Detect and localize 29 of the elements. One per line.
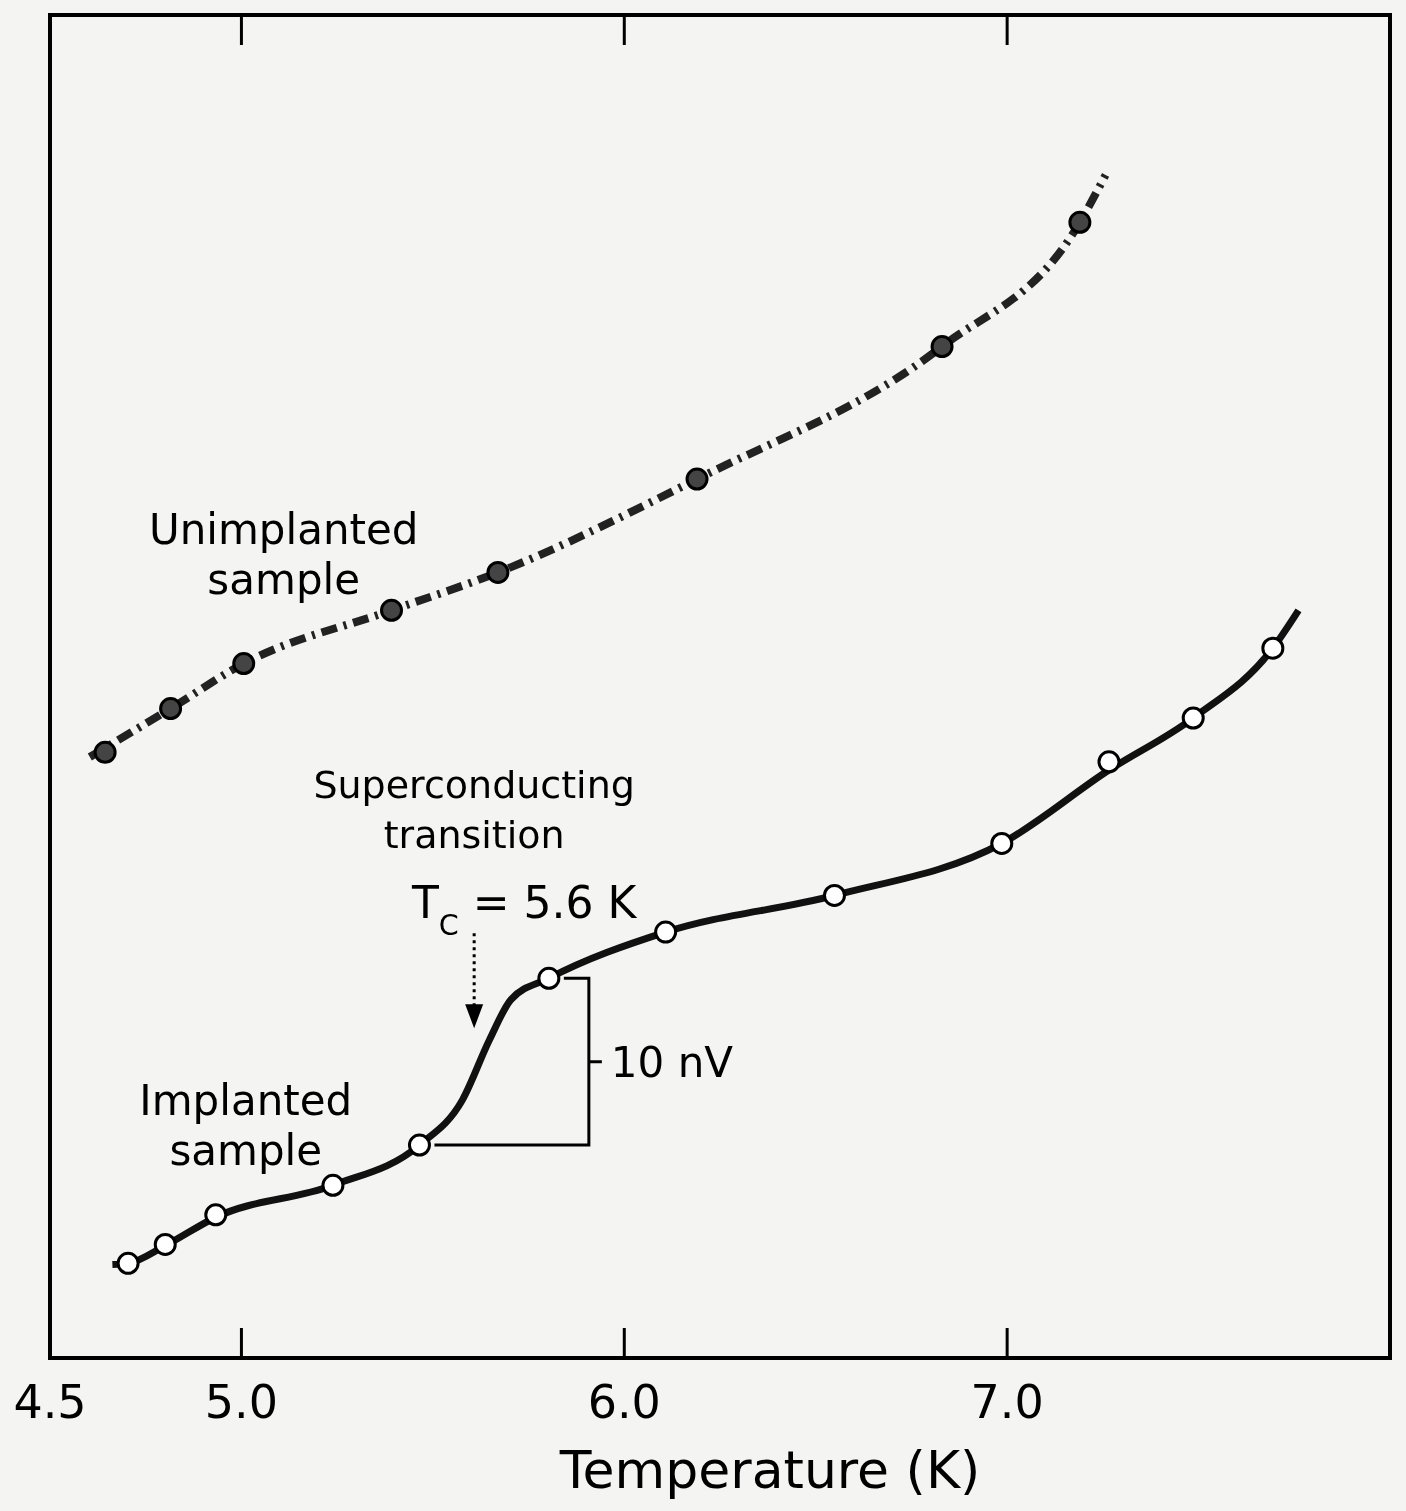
point: [537, 966, 561, 990]
annotation: Superconducting transition T$_{C}$ = 5.6 K: [313, 763, 638, 943]
series-label: Unimplanted sample: [148, 504, 419, 604]
point: [1261, 636, 1285, 660]
point: [153, 1232, 177, 1256]
point: [1181, 706, 1205, 730]
point: [116, 1251, 140, 1275]
point: [1068, 210, 1092, 234]
point: [822, 883, 846, 907]
point: [380, 598, 404, 622]
x-tick-label: 7.0: [970, 1375, 1044, 1429]
point: [685, 467, 709, 491]
point: [204, 1203, 228, 1227]
point: [321, 1173, 345, 1197]
point: [93, 740, 117, 764]
point: [1097, 750, 1121, 774]
point: [486, 560, 510, 584]
series-label: Implanted sample: [139, 1075, 353, 1175]
x-tick-label: 4.5: [13, 1375, 87, 1429]
annotation: 10 nV: [610, 1037, 734, 1087]
x-tick-label: 5.0: [204, 1375, 279, 1429]
point: [159, 697, 183, 721]
point: [654, 920, 678, 944]
x-axis-title: Temperature (K): [558, 1440, 981, 1500]
point: [990, 831, 1014, 855]
point: [232, 652, 256, 676]
point: [407, 1133, 431, 1157]
point: [930, 335, 954, 359]
x-tick-label: 6.0: [587, 1375, 661, 1429]
